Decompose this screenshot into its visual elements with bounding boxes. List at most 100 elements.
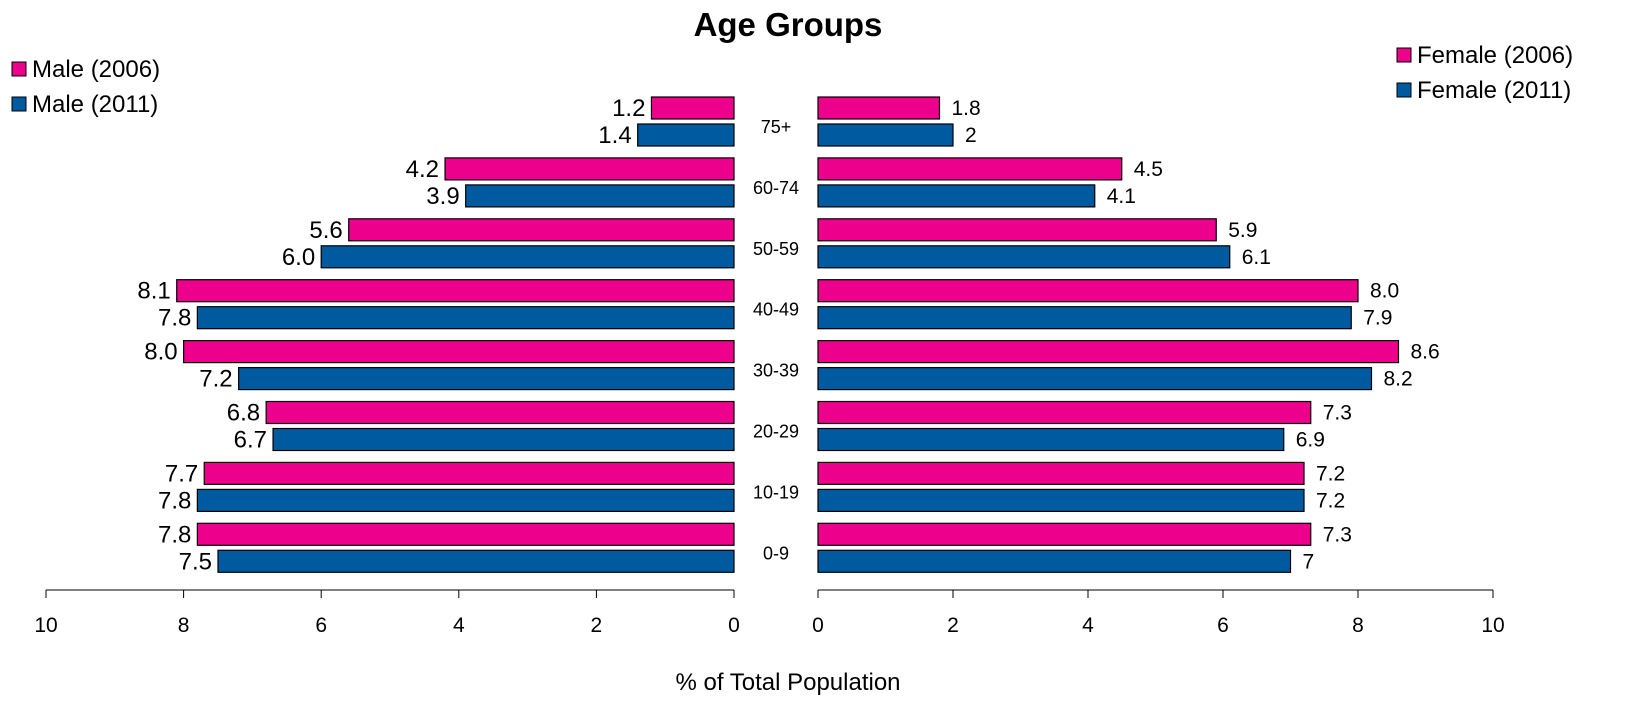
x-axis-label: % of Total Population xyxy=(675,669,900,696)
legend-label-male-2006: Male (2006) xyxy=(32,56,160,83)
female-value-label: 5.9 xyxy=(1228,219,1257,242)
female-value-label: 1.8 xyxy=(952,97,981,120)
category-label-0-9: 0-9 xyxy=(763,543,789,563)
left-legend: Male (2006) Male (2011) xyxy=(11,56,160,118)
female-axis-tick-label: 8 xyxy=(1352,614,1364,637)
male-value-label: 7.7 xyxy=(165,460,198,487)
female-bar-2006-10-19 xyxy=(817,461,1305,485)
male-bar-2006-30-39 xyxy=(183,340,735,364)
male-bar-2006-60-74 xyxy=(444,157,735,181)
female-value-label: 7.3 xyxy=(1323,402,1352,425)
female-bar-2011-75+ xyxy=(817,123,954,147)
female-value-label: 6.9 xyxy=(1296,429,1325,452)
category-label-75+: 75+ xyxy=(761,117,792,137)
male-value-label: 6.0 xyxy=(282,244,315,271)
male-value-label: 6.8 xyxy=(227,400,260,427)
female-value-label: 4.1 xyxy=(1107,185,1136,208)
category-label-60-74: 60-74 xyxy=(753,178,799,198)
male-axis-tick-label: 4 xyxy=(453,614,465,637)
legend-label-male-2011: Male (2011) xyxy=(32,91,158,118)
male-bar-2006-10-19 xyxy=(203,461,735,485)
male-bar-2006-50-59 xyxy=(348,218,735,242)
male-bar-2006-75+ xyxy=(650,96,735,120)
female-axis-tick-label: 0 xyxy=(812,614,824,637)
female-bar-2006-30-39 xyxy=(817,340,1400,364)
female-bar-2006-75+ xyxy=(817,96,941,120)
male-bar-2011-20-29 xyxy=(272,427,735,452)
category-label-20-29: 20-29 xyxy=(753,422,799,442)
female-value-label: 7.3 xyxy=(1323,523,1352,546)
female-value-label: 2 xyxy=(965,124,977,147)
male-value-label: 7.8 xyxy=(158,487,191,514)
male-value-label: 7.8 xyxy=(158,305,191,332)
legend-swatch-female-2011 xyxy=(1396,82,1412,98)
male-bars: 1.21.44.23.95.66.08.17.88.07.26.86.77.77… xyxy=(137,95,735,575)
male-axis-tick-label: 0 xyxy=(728,614,740,637)
male-value-label: 7.8 xyxy=(158,521,191,548)
category-labels: 75+ 60-74 50-59 40-49 30-39 20-29 10-19 0-9 xyxy=(753,117,799,563)
female-bar-2011-60-74 xyxy=(817,184,1096,208)
male-bar-2011-0-9 xyxy=(217,549,735,573)
female-axis-tick-label: 6 xyxy=(1217,614,1229,637)
female-value-label: 8.0 xyxy=(1370,280,1399,303)
female-bar-2006-40-49 xyxy=(817,279,1359,303)
female-bar-2011-50-59 xyxy=(817,245,1231,269)
female-bar-2011-10-19 xyxy=(817,488,1305,512)
category-label-10-19: 10-19 xyxy=(753,482,799,502)
male-bar-2006-20-29 xyxy=(265,400,735,425)
male-bar-2011-10-19 xyxy=(196,488,735,512)
female-bar-2006-0-9 xyxy=(817,522,1312,546)
female-value-label: 7.9 xyxy=(1363,307,1392,330)
female-value-label: 7 xyxy=(1303,550,1315,573)
male-axis-tick-label: 10 xyxy=(34,614,57,637)
male-axis-tick-label: 2 xyxy=(591,614,603,637)
female-value-label: 7.2 xyxy=(1316,462,1345,485)
male-bar-2011-60-74 xyxy=(465,184,735,208)
legend-swatch-female-2006 xyxy=(1396,47,1412,63)
male-bar-2011-40-49 xyxy=(196,306,735,330)
male-bar-2011-75+ xyxy=(637,123,735,147)
male-bar-2011-30-39 xyxy=(238,367,735,391)
legend-swatch-male-2006 xyxy=(11,61,27,77)
male-axis-tick-label: 8 xyxy=(178,614,190,637)
male-bar-2006-0-9 xyxy=(196,522,735,546)
female-bar-2011-30-39 xyxy=(817,367,1373,391)
category-label-40-49: 40-49 xyxy=(753,300,799,320)
female-bar-2006-20-29 xyxy=(817,400,1312,425)
male-x-axis: 0 2 4 6 8 10 xyxy=(34,589,740,637)
right-legend: Female (2006) Female (2011) xyxy=(1396,42,1573,104)
female-axis-tick-label: 10 xyxy=(1481,614,1504,637)
legend-label-female-2006: Female (2006) xyxy=(1417,42,1573,69)
category-label-30-39: 30-39 xyxy=(753,361,799,381)
female-x-axis: 0 2 4 6 8 10 xyxy=(812,589,1505,637)
male-value-label: 6.7 xyxy=(234,427,267,454)
female-value-label: 8.6 xyxy=(1411,341,1440,364)
legend-swatch-male-2011 xyxy=(11,96,27,112)
female-bar-2006-60-74 xyxy=(817,157,1123,181)
female-axis-tick-label: 2 xyxy=(947,614,959,637)
male-value-label: 8.0 xyxy=(144,339,177,366)
male-value-label: 7.5 xyxy=(179,548,212,575)
female-value-label: 4.5 xyxy=(1134,158,1163,181)
female-axis-tick-label: 4 xyxy=(1082,614,1094,637)
male-value-label: 5.6 xyxy=(309,217,342,244)
category-label-50-59: 50-59 xyxy=(753,239,799,259)
male-value-label: 4.2 xyxy=(406,156,439,183)
legend-label-female-2011: Female (2011) xyxy=(1417,77,1571,104)
female-bars: 1.8 2 4.5 4.1 5.9 6.1 8.0 7.9 8.6 8.2 7.3 6.9 7.2 7.2… xyxy=(817,96,1440,573)
female-bar-2011-20-29 xyxy=(817,427,1285,452)
male-axis-tick-label: 6 xyxy=(315,614,327,637)
female-value-label: 6.1 xyxy=(1242,246,1271,269)
female-bar-2011-40-49 xyxy=(817,306,1352,330)
female-value-label: 8.2 xyxy=(1384,368,1413,391)
female-bar-2011-0-9 xyxy=(817,549,1292,573)
male-value-label: 7.2 xyxy=(199,366,232,393)
male-bar-2011-50-59 xyxy=(320,245,735,269)
chart-title: Age Groups xyxy=(694,6,883,43)
female-value-label: 7.2 xyxy=(1316,489,1345,512)
male-value-label: 1.4 xyxy=(598,122,631,149)
male-bar-2006-40-49 xyxy=(176,279,735,303)
male-value-label: 8.1 xyxy=(137,278,170,305)
female-bar-2006-50-59 xyxy=(817,218,1217,242)
male-value-label: 1.2 xyxy=(612,95,645,122)
